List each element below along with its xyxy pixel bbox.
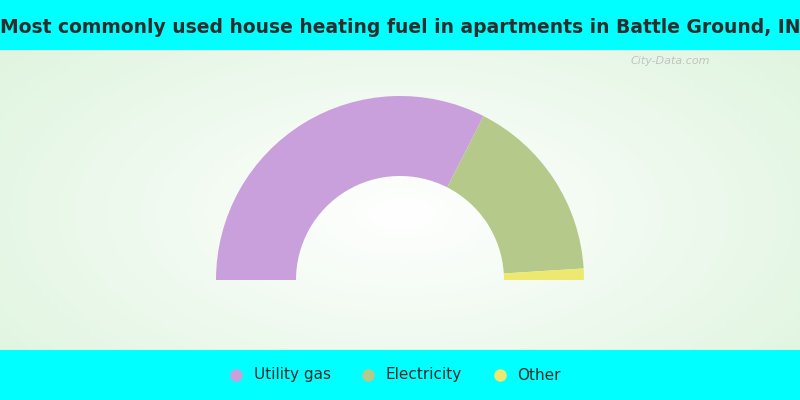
Text: Utility gas: Utility gas <box>254 368 330 382</box>
Text: Electricity: Electricity <box>386 368 462 382</box>
Text: City-Data.com: City-Data.com <box>630 56 710 66</box>
Wedge shape <box>504 268 584 280</box>
Text: Other: Other <box>518 368 561 382</box>
Wedge shape <box>447 116 584 274</box>
Text: Most commonly used house heating fuel in apartments in Battle Ground, IN: Most commonly used house heating fuel in… <box>0 18 800 37</box>
Wedge shape <box>216 96 483 280</box>
